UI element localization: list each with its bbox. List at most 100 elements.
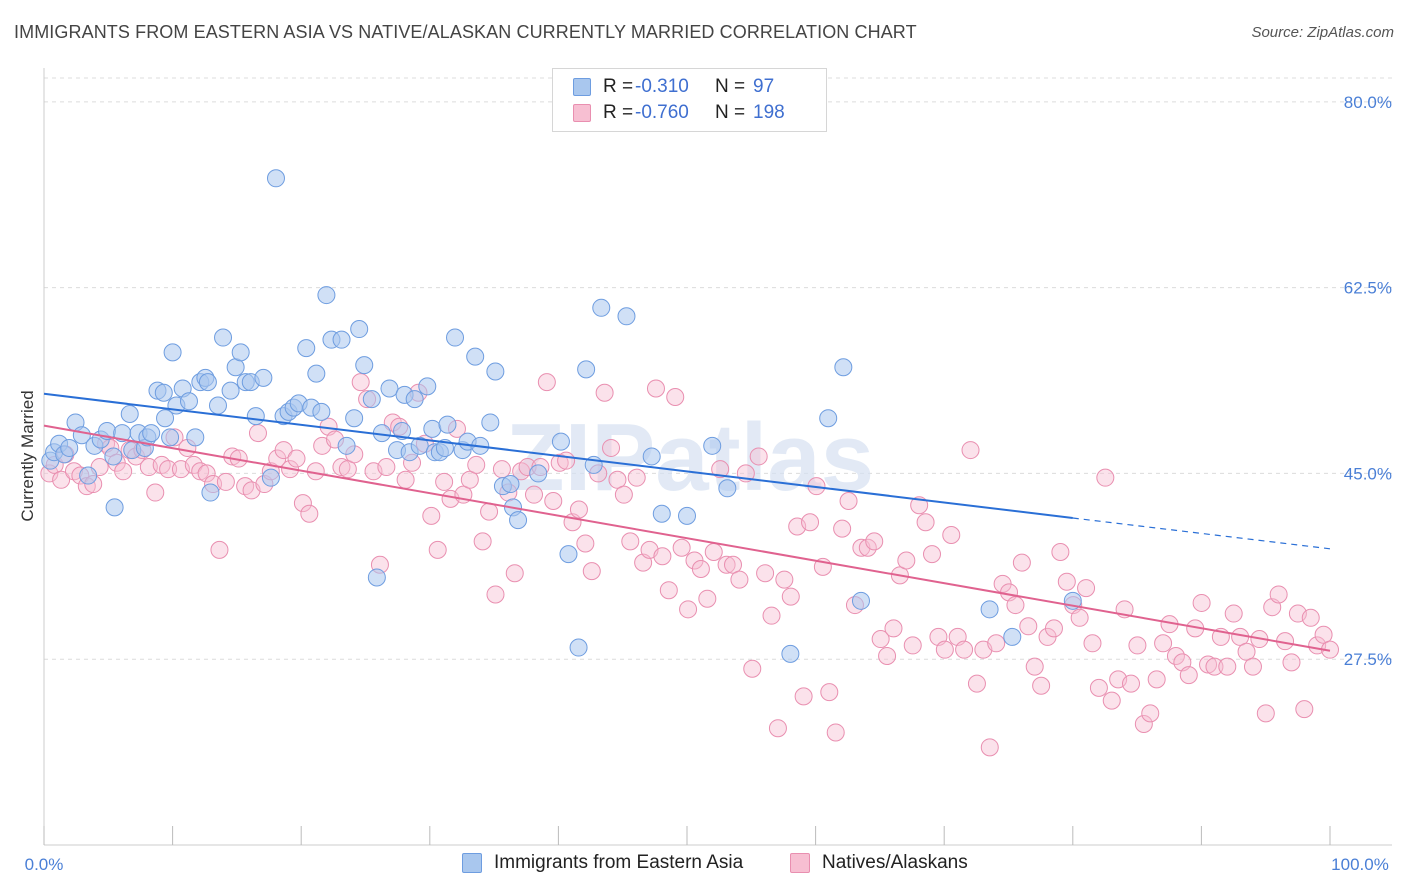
pink-point [1141,704,1160,723]
blue-point [781,644,800,663]
pink-point [1154,634,1173,653]
pink-point [1019,617,1038,636]
pink-point [614,485,633,504]
blue-point [221,381,240,400]
pink-point [460,470,479,489]
pink-point [961,441,980,460]
pink-point [287,449,306,468]
pink-point [826,723,845,742]
pink-point [679,600,698,619]
bottom-legend-label-blue: Immigrants from Eastern Asia [494,852,744,873]
pink-point [1147,670,1166,689]
pink-point [435,472,454,491]
pink-point [897,551,916,570]
blue-point [481,413,500,432]
pink-point [801,513,820,532]
pink-point [1096,468,1115,487]
y-tick-label: 62.5% [1344,279,1392,298]
blue-point [350,320,369,339]
pink-point [1256,704,1275,723]
pink-point [1192,593,1211,612]
blue-point [79,466,98,485]
pink-point [768,719,787,738]
pink-point [248,424,267,443]
pink-point [781,587,800,606]
blue-point [642,447,661,466]
pink-point [293,494,312,513]
pink-point [910,496,929,515]
pink-point [576,534,595,553]
pink-point [871,630,890,649]
pink-point [52,470,71,489]
pink-trend-line [43,424,1331,652]
blue-point [337,436,356,455]
pink-point [473,532,492,551]
pink-point [666,387,685,406]
pink-point [1044,619,1063,638]
x-tick-label-max: 100.0% [1331,855,1389,874]
blue-point [332,330,351,349]
blue-point [362,390,381,409]
pink-point [1243,657,1262,676]
blue-trend-line [43,392,1073,520]
blue-point [154,383,173,402]
pink-point [987,634,1006,653]
pink-point [332,458,351,477]
pink-point [698,589,717,608]
blue-point [201,483,220,502]
legend-n-value: 198 [753,102,785,123]
pink-point [749,447,768,466]
legend-n-label: N = [715,76,746,97]
pink-point [820,683,839,702]
bottom-legend-swatch-blue [462,853,482,873]
pink-point [942,526,961,544]
pink-point [480,502,499,521]
pink-point [351,373,370,392]
pink-point [1077,579,1096,598]
blue-point [834,358,853,377]
pink-point [557,451,576,470]
pink-point [743,659,762,678]
pink-point [300,504,319,523]
blue-point [163,343,182,362]
pink-point [711,460,730,479]
pink-point [537,373,556,392]
blue-point [410,436,429,455]
blue-point [980,600,999,619]
y-tick-labels: 27.5% 45.0% 62.5% 80.0% [1344,93,1392,669]
pink-point [865,532,884,551]
blue-point [851,591,870,610]
pink-point [216,472,235,491]
blue-point [438,415,457,434]
pink-point [1218,657,1237,676]
pink-point [621,532,640,551]
pink-point [1012,553,1031,572]
pink-point [935,640,954,659]
pink-point [197,464,216,483]
blue-point [266,169,285,188]
pink-point [1025,657,1044,676]
pink-point [569,500,588,519]
blue-point [214,328,233,347]
pink-point [1224,604,1243,623]
pink-point [608,470,627,489]
legend-r-label: R = [603,102,634,123]
pink-point [955,640,974,659]
pink-point [428,540,447,559]
y-tick-label: 27.5% [1344,650,1392,669]
blue-point [1003,627,1022,646]
blue-trend-line-dashed [1072,517,1331,550]
pink-point [191,462,210,481]
trend-lines [43,392,1331,652]
blue-point [819,409,838,428]
legend-row-blue: R = -0.310 N = 97 [573,75,774,99]
blue-point [501,475,520,494]
blue-point [367,568,386,587]
pink-point [884,619,903,638]
pink-point [980,738,999,757]
pink-point [1006,596,1025,615]
blue-point [246,407,265,426]
blue-point [297,339,316,358]
legend-n-value: 97 [753,76,775,97]
blue-point [592,298,611,317]
